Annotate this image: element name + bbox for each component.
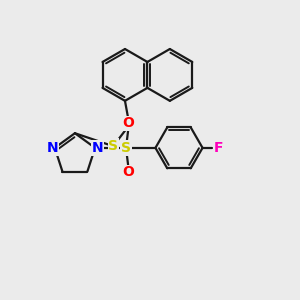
Text: F: F — [214, 141, 224, 155]
Text: S: S — [121, 141, 131, 155]
Text: O: O — [122, 165, 134, 179]
Text: S: S — [108, 139, 118, 153]
Text: N: N — [46, 141, 58, 155]
Text: O: O — [122, 116, 134, 130]
Text: N: N — [92, 141, 103, 155]
